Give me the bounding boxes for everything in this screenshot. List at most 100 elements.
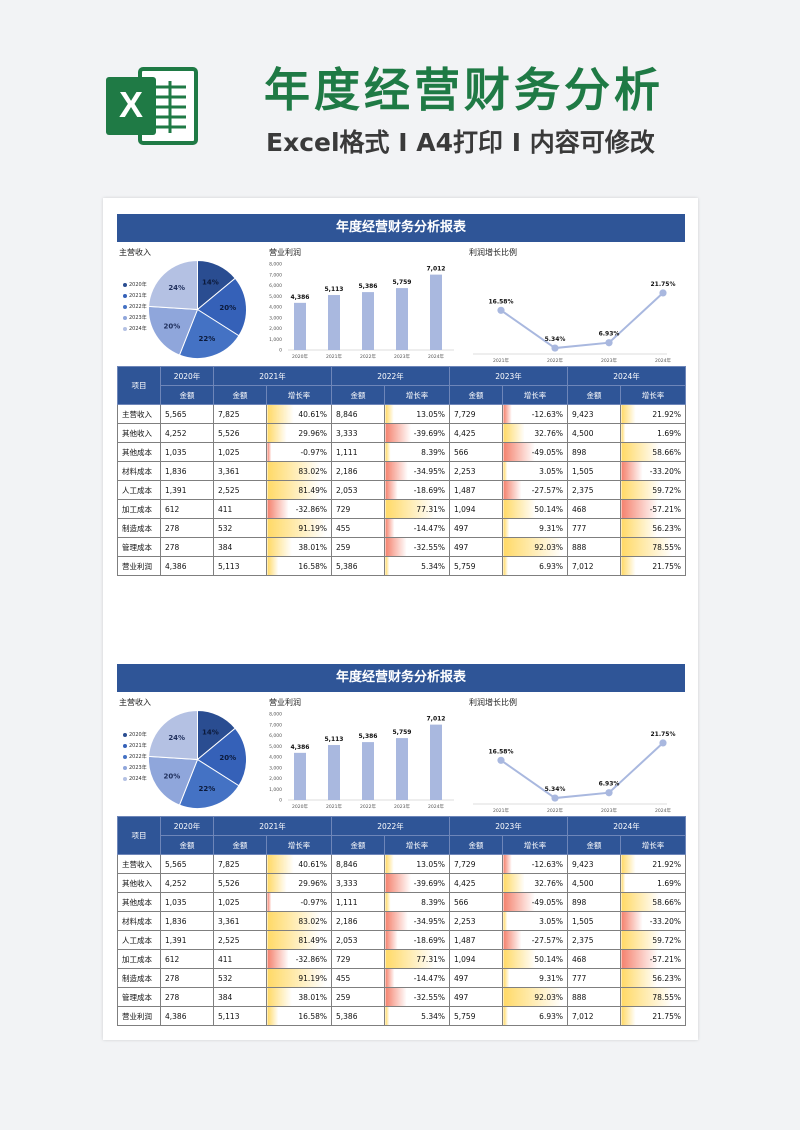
amount-cell: 1,094 — [449, 949, 503, 969]
y-tick-label: 6,000 — [269, 283, 282, 289]
bar-value-label: 4,386 — [291, 744, 310, 751]
line-value-label: 21.75% — [651, 281, 676, 288]
bar-value-label: 5,113 — [325, 286, 344, 293]
x-tick-label: 2024年 — [655, 357, 671, 364]
amount-cell: 384 — [213, 537, 267, 557]
amount-cell: 2,186 — [331, 461, 385, 481]
rate-cell: -0.97% — [266, 442, 332, 462]
bar — [328, 295, 340, 350]
amount-cell: 888 — [567, 537, 621, 557]
rate-cell: 5.34% — [384, 556, 450, 576]
rate-cell: -49.05% — [502, 442, 568, 462]
header-year: 2020年 — [160, 366, 214, 386]
header-year: 2021年 — [213, 366, 332, 386]
header-rate: 增长率 — [620, 385, 686, 405]
rate-cell: -0.97% — [266, 892, 332, 912]
y-tick-label: 4,000 — [269, 305, 282, 311]
legend-swatch — [123, 282, 127, 287]
rate-cell: 59.72% — [620, 930, 686, 950]
legend-item: 2023年 — [123, 313, 147, 324]
rate-cell: 21.75% — [620, 1006, 686, 1026]
amount-cell: 2,375 — [567, 480, 621, 500]
header-item: 项目 — [117, 366, 161, 405]
rate-cell: 91.19% — [266, 968, 332, 988]
row-label: 加工成本 — [117, 949, 161, 969]
y-tick-label: 8,000 — [269, 262, 282, 268]
row-label: 其他成本 — [117, 442, 161, 462]
header-rate: 增长率 — [502, 385, 568, 405]
pie-slice-label: 20% — [163, 322, 180, 330]
bar-value-label: 5,386 — [359, 733, 378, 740]
rate-cell: -27.57% — [502, 930, 568, 950]
pie-slice — [148, 259, 198, 311]
amount-cell: 1,111 — [331, 442, 385, 462]
rate-cell: 91.19% — [266, 518, 332, 538]
line-point — [659, 289, 667, 297]
amount-cell: 729 — [331, 949, 385, 969]
bar-chart: 0 1,000 2,000 3,000 4,000 5,000 6,000 7,000 8,00… — [269, 262, 454, 360]
row-label: 制造成本 — [117, 968, 161, 988]
amount-cell: 455 — [331, 518, 385, 538]
row-label: 管理成本 — [117, 537, 161, 557]
amount-cell: 1,025 — [213, 892, 267, 912]
rate-cell: -18.69% — [384, 480, 450, 500]
header-amount: 金额 — [567, 385, 621, 405]
legend-item: 2022年 — [123, 752, 147, 763]
row-label: 营业利润 — [117, 556, 161, 576]
amount-cell: 3,333 — [331, 873, 385, 893]
amount-cell: 4,252 — [160, 873, 214, 893]
amount-cell: 3,361 — [213, 461, 267, 481]
y-tick-label: 6,000 — [269, 733, 282, 739]
y-tick-label: 4,000 — [269, 755, 282, 761]
rate-cell: 59.72% — [620, 480, 686, 500]
amount-cell: 1,094 — [449, 499, 503, 519]
line-value-label: 5.34% — [545, 336, 566, 343]
legend-swatch — [123, 326, 127, 331]
amount-cell: 4,500 — [567, 423, 621, 443]
report-title: 年度经营财务分析报表 — [117, 664, 685, 692]
rate-cell: 38.01% — [266, 537, 332, 557]
amount-cell: 259 — [331, 537, 385, 557]
charts-area: 主营收入 营业利润 利润增长比例 2020年 2021年 2022年 2023年 202… — [117, 692, 685, 816]
rate-cell: 78.55% — [620, 987, 686, 1007]
header-amount: 金额 — [567, 835, 621, 855]
rate-cell: -32.86% — [266, 499, 332, 519]
y-tick-label: 1,000 — [269, 787, 282, 793]
charts-area: 主营收入 营业利润 利润增长比例 2020年 2021年 2022年 2023年 202… — [117, 242, 685, 366]
report-copy-2: 年度经营财务分析报表 主营收入 营业利润 利润增长比例 2020年 2021年 20… — [117, 664, 686, 1026]
bar — [396, 288, 408, 350]
legend-label: 2022年 — [129, 304, 147, 310]
row-label: 其他收入 — [117, 873, 161, 893]
legend-label: 2022年 — [129, 754, 147, 760]
line-point — [551, 794, 559, 802]
legend-swatch — [123, 765, 127, 770]
table-row: 其他成本 1,035 1,025 -0.97% 1,111 8.39% 566 -49.05%… — [117, 892, 686, 912]
y-tick-label: 7,000 — [269, 722, 282, 728]
bar — [396, 738, 408, 800]
pie-slice-label: 24% — [168, 284, 185, 292]
x-tick-label: 2024年 — [655, 807, 671, 814]
bar-value-label: 5,759 — [393, 729, 412, 736]
x-tick-label: 2020年 — [292, 353, 308, 360]
line-point — [497, 306, 505, 314]
rate-cell: 13.05% — [384, 404, 450, 424]
table-row: 材料成本 1,836 3,361 83.02% 2,186 -34.95% 2,253 3.0… — [117, 911, 686, 931]
bar — [430, 274, 442, 350]
header-year: 2024年 — [567, 816, 686, 836]
amount-cell: 7,729 — [449, 854, 503, 874]
bar — [362, 292, 374, 350]
rate-cell: 21.75% — [620, 556, 686, 576]
line-point — [659, 739, 667, 747]
table-row: 制造成本 278 532 91.19% 455 -14.47% 497 9.31% 777 56.… — [117, 518, 686, 538]
amount-cell: 2,053 — [331, 930, 385, 950]
bar — [294, 302, 306, 350]
x-tick-label: 2021年 — [493, 807, 509, 814]
bar-chart-title: 营业利润 — [269, 698, 301, 707]
pie-chart: 14% 20% 22% 20% 24% — [148, 709, 247, 809]
x-tick-label: 2023年 — [394, 353, 410, 360]
header-rate: 增长率 — [384, 385, 450, 405]
bar-chart-title: 营业利润 — [269, 248, 301, 257]
x-tick-label: 2020年 — [292, 803, 308, 810]
bar — [328, 745, 340, 800]
y-tick-label: 3,000 — [269, 765, 282, 771]
